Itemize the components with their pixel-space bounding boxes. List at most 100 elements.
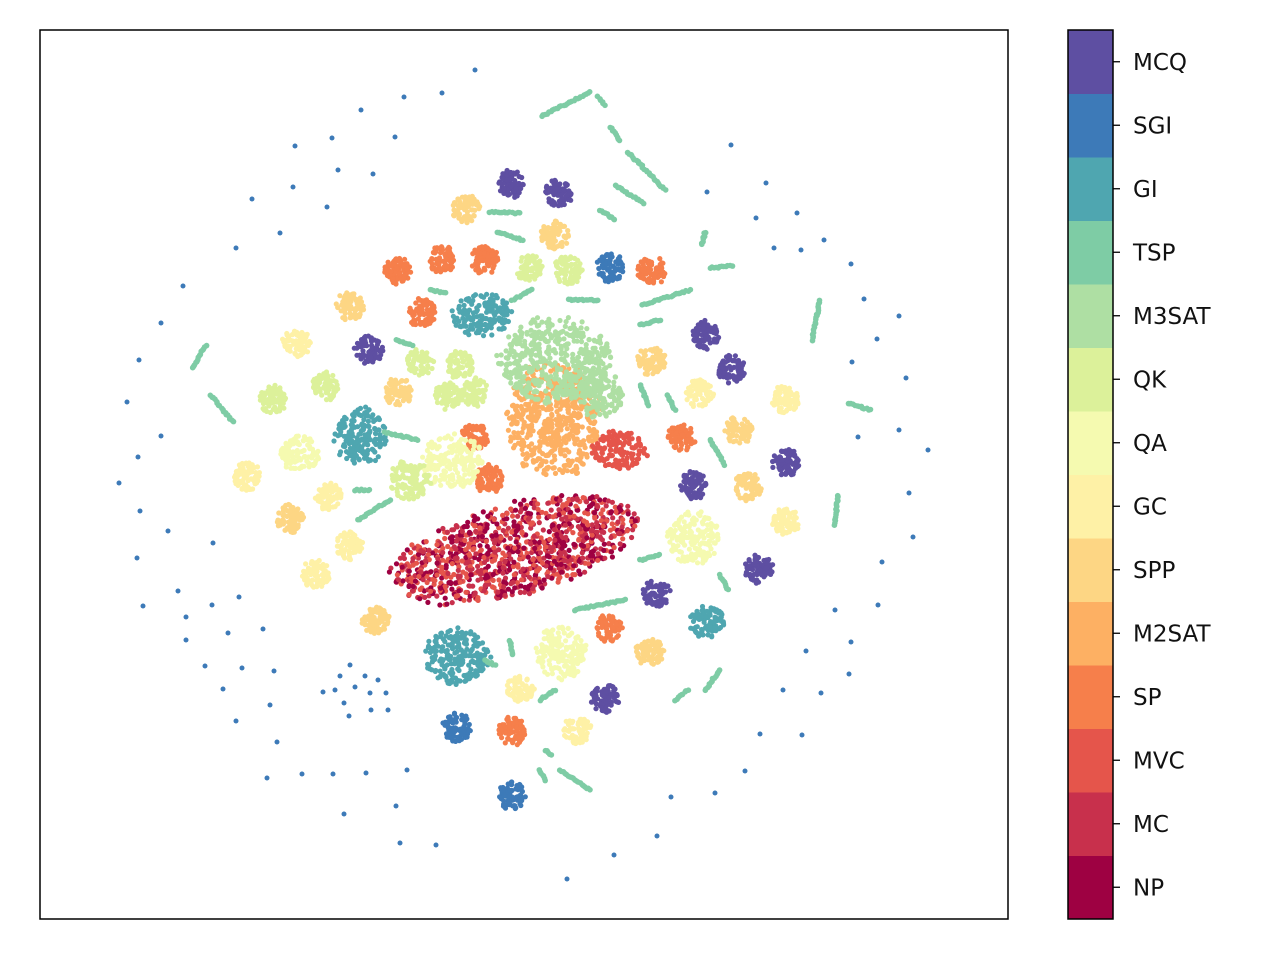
- point-gi: [473, 330, 480, 336]
- point-gc: [297, 352, 303, 358]
- point-sp: [657, 273, 663, 279]
- point-sp: [474, 423, 480, 429]
- point-sp: [480, 468, 486, 474]
- point-spp: [557, 228, 563, 234]
- point-qk: [267, 409, 273, 416]
- point-qk: [417, 353, 424, 360]
- point-qa: [681, 519, 687, 525]
- point-qk: [518, 275, 524, 281]
- point-mcq: [518, 185, 524, 192]
- point-sp: [424, 302, 430, 308]
- point-mcq: [708, 329, 715, 335]
- point-gi: [456, 303, 462, 309]
- point-gi: [434, 635, 440, 641]
- point-mcq: [777, 454, 783, 460]
- point-qa: [694, 560, 701, 566]
- point-mcq: [753, 580, 759, 586]
- point-sgi: [603, 260, 609, 266]
- point-mcq: [594, 685, 601, 691]
- point-spp: [386, 389, 392, 395]
- point-gi: [439, 662, 445, 668]
- point-spp: [743, 498, 749, 504]
- point-spp: [725, 422, 732, 429]
- point-qa: [675, 556, 682, 563]
- point-sp: [501, 722, 507, 728]
- point-sgi: [448, 725, 454, 731]
- point-gi: [438, 648, 444, 654]
- point-spp: [455, 207, 461, 213]
- point-mcq: [644, 580, 650, 586]
- point-sp: [595, 626, 601, 632]
- point-sp: [686, 432, 692, 438]
- point-mcq: [667, 588, 673, 594]
- point-qa: [579, 656, 585, 662]
- point-gi: [474, 650, 480, 656]
- point-qk: [409, 364, 416, 370]
- point-qa: [425, 457, 431, 463]
- point-gi: [721, 622, 727, 628]
- point-sp: [430, 249, 436, 256]
- point-sp: [409, 319, 415, 326]
- point-mcq: [362, 333, 368, 340]
- point-sp: [437, 250, 444, 256]
- point-spp: [333, 301, 339, 307]
- point-sgi: [607, 261, 613, 267]
- point-sp: [392, 269, 398, 275]
- point-qa: [420, 454, 426, 460]
- point-mcq: [688, 496, 694, 502]
- point-sgi: [461, 724, 467, 730]
- point-gc: [292, 350, 298, 356]
- point-mcq: [788, 448, 794, 454]
- point-gi: [340, 417, 346, 424]
- point-mcq: [360, 348, 366, 354]
- point-qk: [325, 387, 331, 393]
- point-gi: [476, 655, 482, 661]
- point-spp: [647, 347, 653, 353]
- point-qa: [479, 459, 485, 465]
- point-spp: [661, 364, 667, 370]
- point-spp: [345, 304, 351, 310]
- point-spp: [545, 229, 551, 235]
- point-spp: [455, 203, 461, 209]
- point-sp: [683, 437, 689, 443]
- point-gi: [448, 670, 454, 676]
- point-qa: [573, 635, 579, 641]
- point-mcq: [660, 598, 666, 605]
- point-mcq: [723, 354, 730, 360]
- point-spp: [388, 376, 394, 383]
- point-spp: [545, 240, 551, 247]
- point-gi: [476, 302, 482, 309]
- point-spp: [647, 365, 653, 371]
- point-qa: [564, 658, 570, 664]
- point-gc: [239, 460, 245, 467]
- point-gi: [351, 418, 357, 424]
- point-spp: [286, 501, 292, 508]
- point-qk: [422, 353, 428, 359]
- point-sgi: [510, 797, 517, 803]
- point-gi: [475, 634, 481, 640]
- point-qk: [459, 365, 466, 371]
- point-gc: [694, 392, 700, 398]
- scatter-marks: [116, 67, 931, 882]
- point-sgi: [596, 265, 602, 272]
- point-mcq: [787, 467, 794, 474]
- point-qa: [674, 534, 681, 541]
- point-mcq: [642, 589, 648, 595]
- point-spp: [455, 196, 461, 202]
- point-qa: [697, 512, 703, 519]
- point-spp: [342, 310, 348, 316]
- point-spp: [649, 358, 655, 364]
- point-gc: [567, 735, 573, 741]
- point-gi: [699, 607, 705, 614]
- point-gi: [487, 316, 493, 323]
- point-qa: [471, 443, 477, 449]
- point-gc: [315, 498, 321, 504]
- point-gc: [507, 686, 513, 692]
- point-qk: [331, 388, 337, 394]
- point-qk: [323, 397, 330, 403]
- point-qa: [476, 445, 482, 451]
- point-gi: [359, 437, 365, 443]
- point-gi: [447, 657, 453, 663]
- point-sp: [615, 633, 621, 639]
- point-qa: [469, 460, 475, 466]
